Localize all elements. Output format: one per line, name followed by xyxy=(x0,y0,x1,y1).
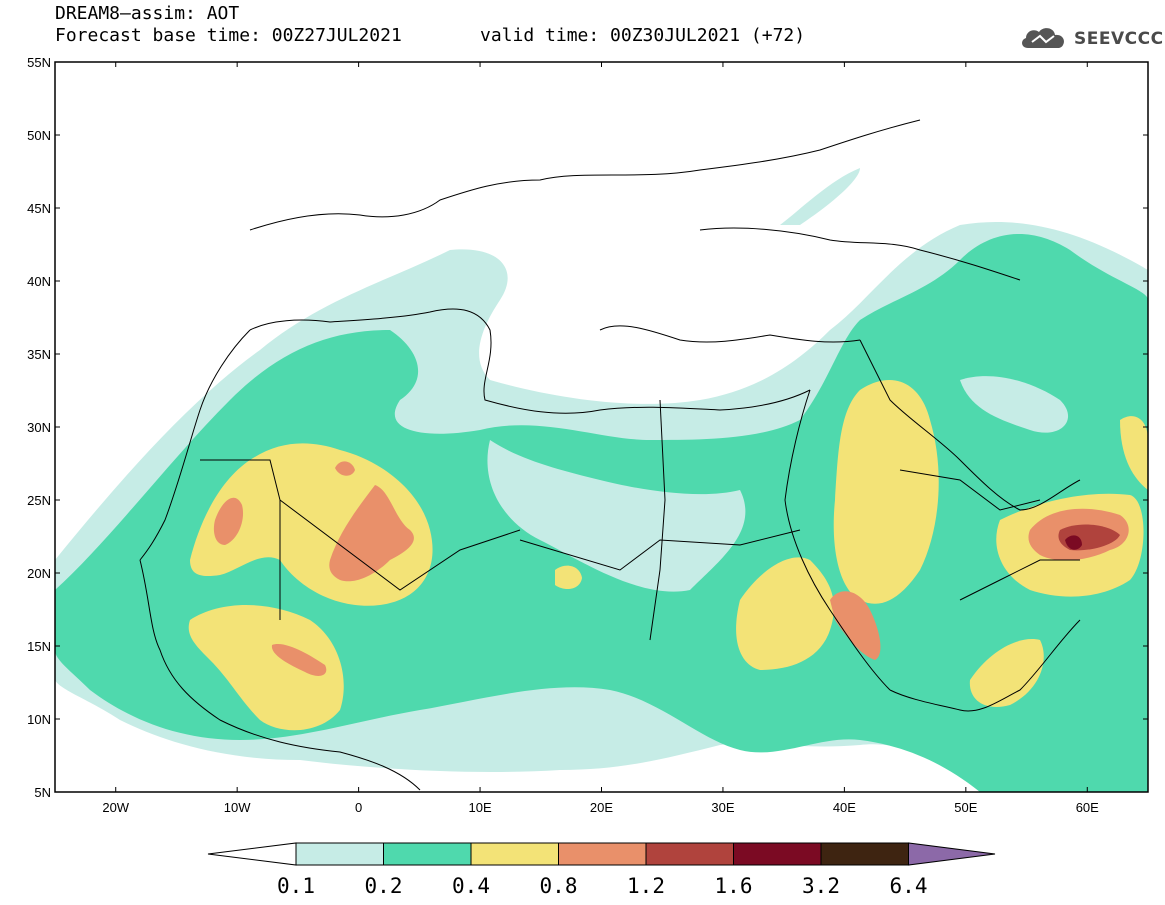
lon-label: 40E xyxy=(833,800,856,815)
aot-level-0.4-arabia xyxy=(833,380,939,604)
aot-level-0.4-mali xyxy=(188,605,344,731)
aot-level-0.8-mali xyxy=(271,644,327,676)
aot-level-0.4-persia xyxy=(1120,416,1148,490)
colorbar-swatch xyxy=(470,842,559,866)
coastlines xyxy=(139,119,1081,791)
colorbar-low-arrow xyxy=(207,842,297,866)
lon-label: 30E xyxy=(711,800,734,815)
colorbar-label: 1.6 xyxy=(715,874,753,898)
colorbar-swatch xyxy=(558,842,647,866)
aot-field xyxy=(55,62,1148,792)
title-line-2: Forecast base time: 00Z27JUL2021 xyxy=(55,25,402,46)
colorbar-label: 0.1 xyxy=(277,874,315,898)
colorbar-swatch xyxy=(733,842,822,866)
seevccc-logo: SEEVCCC xyxy=(1018,22,1164,56)
lat-label: 55N xyxy=(27,55,51,70)
aot-hole-caspian xyxy=(960,376,1069,433)
lon-label: 20W xyxy=(102,800,129,815)
lat-axis: 55N 50N 45N 40N 35N 30N 25N 20N 15N 10N 5N xyxy=(27,55,1148,800)
lat-label: 30N xyxy=(27,420,51,435)
lat-label: 40N xyxy=(27,274,51,289)
colorbar-swatch xyxy=(383,842,472,866)
aot-level-0.8-mauritania xyxy=(213,497,244,545)
title-line-1: DREAM8–assim: AOT xyxy=(55,3,240,24)
colorbar-label: 3.2 xyxy=(802,874,840,898)
colorbar-label: 0.2 xyxy=(365,874,403,898)
cloud-logo-icon xyxy=(1022,28,1065,48)
lon-label: 50E xyxy=(954,800,977,815)
lat-label: 35N xyxy=(27,347,51,362)
colorbar-label: 0.8 xyxy=(540,874,578,898)
lat-label: 25N xyxy=(27,493,51,508)
colorbar-swatch xyxy=(820,842,909,866)
valid-time: valid time: 00Z30JUL2021 (+72) xyxy=(480,25,806,46)
aot-level-0.8-alg-dot xyxy=(335,461,355,476)
aot-level-0.8-algeria xyxy=(329,485,414,582)
aot-hole-egypt xyxy=(487,440,746,592)
aot-level-0.4-chad xyxy=(555,565,582,590)
lat-label: 20N xyxy=(27,566,51,581)
lon-label: 10E xyxy=(468,800,491,815)
colorbar-swatch xyxy=(645,842,734,866)
lat-label: 45N xyxy=(27,201,51,216)
aot-level-0.1-caspian xyxy=(780,168,860,225)
lon-label: 60E xyxy=(1076,800,1099,815)
lon-axis: 20W 10W 0 10E 20E 30E 40E 50E 60E xyxy=(102,62,1099,815)
lon-label: 0 xyxy=(355,800,362,815)
lon-label: 20E xyxy=(590,800,613,815)
lon-label: 10W xyxy=(224,800,251,815)
colorbar-label: 6.4 xyxy=(890,874,928,898)
colorbar: 0.1 0.2 0.4 0.8 1.2 1.6 3.2 6.4 xyxy=(207,842,996,898)
colorbar-label: 1.2 xyxy=(627,874,665,898)
aot-level-0.4-yemen xyxy=(969,639,1044,708)
colorbar-high-arrow xyxy=(908,842,996,866)
aot-level-1.6-oman xyxy=(1065,535,1082,550)
lat-label: 50N xyxy=(27,128,51,143)
lat-label: 15N xyxy=(27,639,51,654)
logo-text: SEEVCCC xyxy=(1074,29,1164,49)
lat-label: 10N xyxy=(27,712,51,727)
aot-level-0.4-sudan xyxy=(736,557,834,670)
colorbar-swatch xyxy=(295,842,384,866)
lat-label: 5N xyxy=(34,785,51,800)
colorbar-label: 0.4 xyxy=(452,874,490,898)
aot-level-0.8-sudan xyxy=(830,591,881,660)
